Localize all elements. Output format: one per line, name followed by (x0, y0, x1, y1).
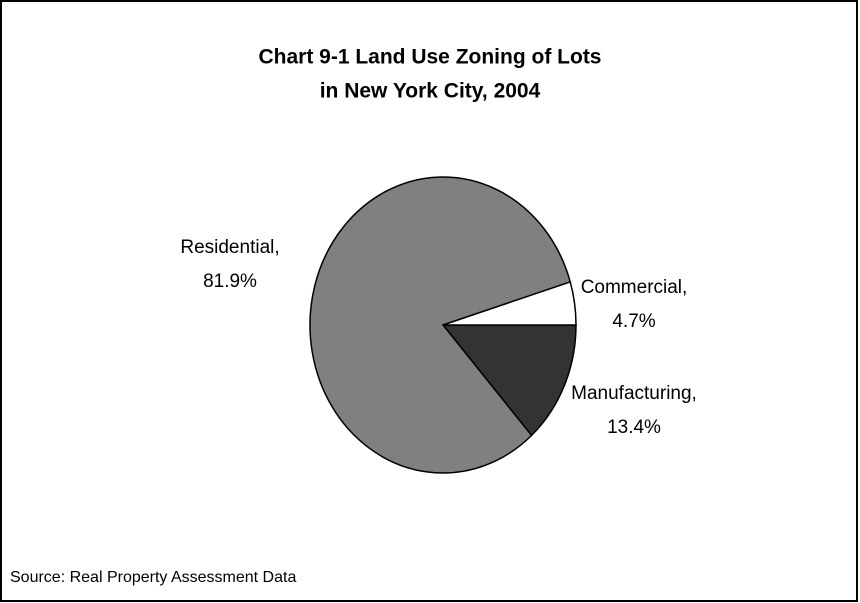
chart-title: Chart 9-1 Land Use Zoning of Lots (258, 46, 601, 69)
slice-value-label: 13.4% (607, 417, 661, 438)
source-note: Source: Real Property Assessment Data (10, 569, 296, 586)
slice-value-label: 4.7% (612, 311, 655, 332)
pie-slice (442, 280, 577, 326)
pie-slice (309, 176, 572, 474)
slice-label: Commercial, (581, 277, 688, 298)
slice-value-label: 81.9% (203, 271, 257, 292)
slice-label: Manufacturing, (571, 383, 697, 404)
pie-slice (441, 324, 577, 437)
chart-title: in New York City, 2004 (320, 80, 541, 103)
slice-label: Residential, (180, 237, 279, 258)
